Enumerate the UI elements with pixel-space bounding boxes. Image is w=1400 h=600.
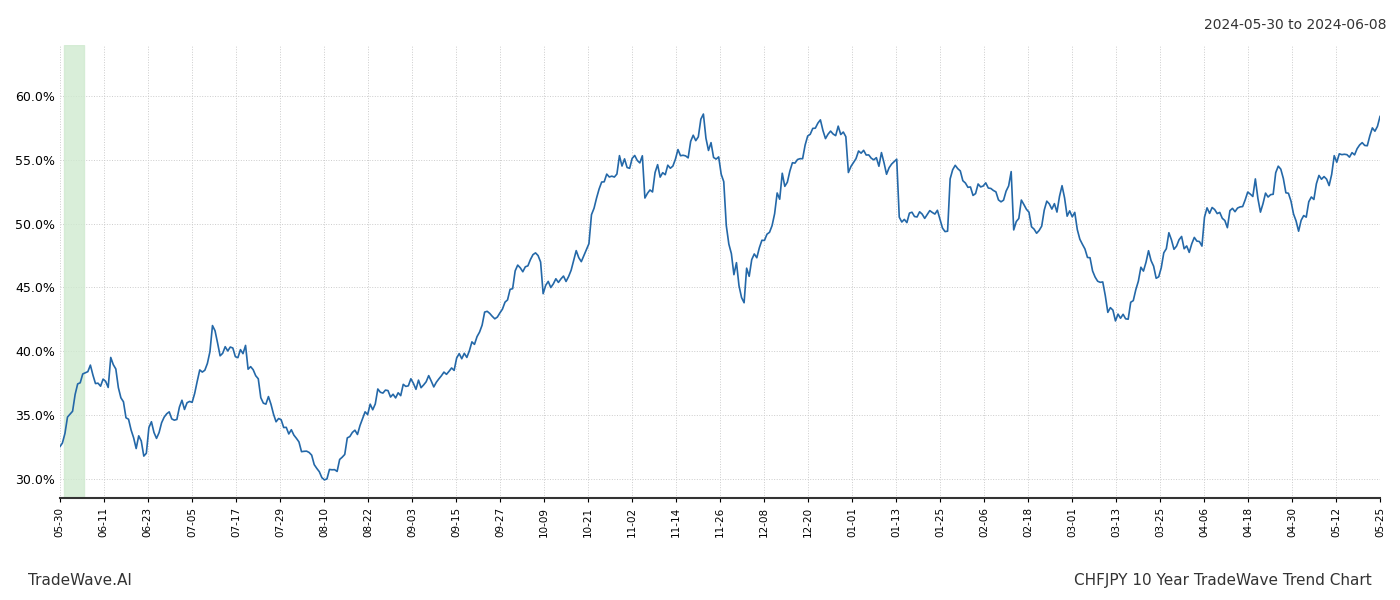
Text: TradeWave.AI: TradeWave.AI xyxy=(28,573,132,588)
Text: CHFJPY 10 Year TradeWave Trend Chart: CHFJPY 10 Year TradeWave Trend Chart xyxy=(1074,573,1372,588)
Text: 2024-05-30 to 2024-06-08: 2024-05-30 to 2024-06-08 xyxy=(1204,18,1386,32)
Bar xyxy=(64,45,84,498)
